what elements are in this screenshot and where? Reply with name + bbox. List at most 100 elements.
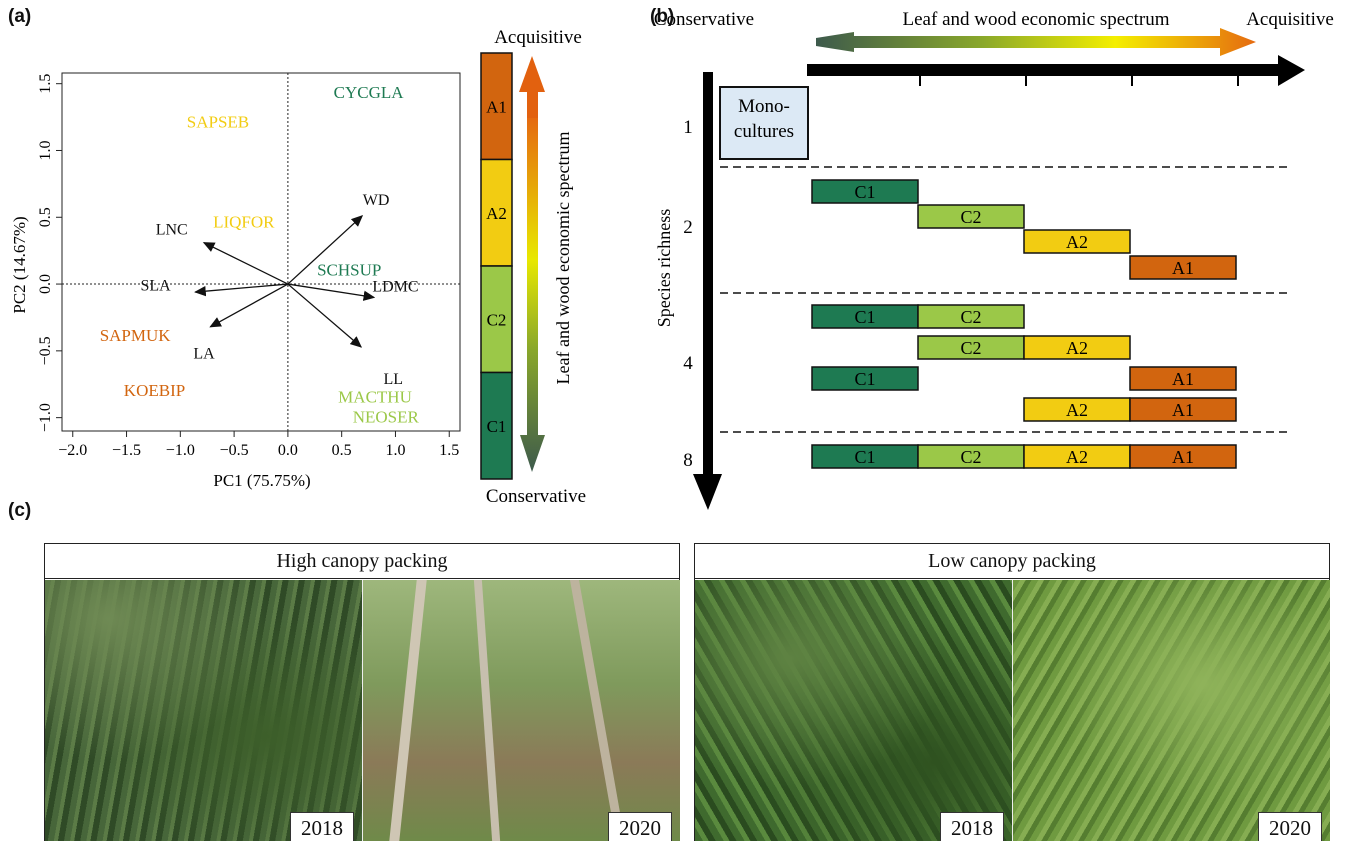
group-swatch xyxy=(480,371,513,480)
horizontal-spectrum-label: Leaf and wood economic spectrum xyxy=(903,9,1170,30)
low-canopy-title: Low canopy packing xyxy=(695,544,1329,579)
y-tick-label: 0.0 xyxy=(37,274,54,294)
mixture-bar xyxy=(1023,335,1131,360)
high-canopy-photo-2020: 2020 xyxy=(362,580,680,841)
x-axis-label: PC1 (75.75%) xyxy=(213,471,310,490)
low-canopy-photo-2018: 2018 xyxy=(695,580,1012,841)
loading-arrow xyxy=(209,283,289,328)
mixture-bar-label: C1 xyxy=(854,447,875,467)
monocultures-box xyxy=(719,86,809,160)
mixture-bar-label: A1 xyxy=(1172,369,1194,389)
year-label: 2020 xyxy=(1258,812,1322,841)
loading-label: LL xyxy=(384,371,404,388)
loading-label: WD xyxy=(363,192,390,209)
monocultures-line2: cultures xyxy=(734,121,794,142)
monocultures-line1: Mono- xyxy=(738,96,790,117)
mixture-bar-label: C2 xyxy=(960,307,981,327)
group-swatch xyxy=(480,52,513,161)
mixture-bar-label: C1 xyxy=(854,307,875,327)
x-tick-label: 0.5 xyxy=(332,442,352,459)
left-spectrum-label: Conservative xyxy=(654,9,754,30)
x-tick-label: 1.0 xyxy=(385,442,405,459)
loading-arrow xyxy=(287,283,376,301)
mixture-bar-label: A1 xyxy=(1172,447,1194,467)
y-tick-label: 1.0 xyxy=(37,140,54,160)
plot-frame xyxy=(61,72,461,432)
mixture-bar-label: C1 xyxy=(854,182,875,202)
y-tick-label: −1.0 xyxy=(37,403,54,432)
spectrum-vertical-arrowhead-top xyxy=(519,56,545,118)
x-tick-label: 0.0 xyxy=(278,442,298,459)
species-label: SAPMUK xyxy=(100,326,172,345)
mixture-bar-label: C2 xyxy=(960,207,981,227)
species-label: LIQFOR xyxy=(213,213,275,232)
loading-arrow xyxy=(287,283,363,348)
bar-top-label: Acquisitive xyxy=(494,27,582,48)
group-label: A1 xyxy=(486,97,507,116)
low-canopy-photo-2020: 2020 xyxy=(1012,580,1330,841)
richness-level: 4 xyxy=(683,353,693,374)
spectrum-vertical-arrow xyxy=(520,118,545,472)
low-canopy-photos: Low canopy packing 2018 2020 xyxy=(694,543,1330,841)
mixture-bar xyxy=(1129,255,1237,280)
mixture-bar-label: A2 xyxy=(1066,400,1088,420)
mixture-bar xyxy=(1023,229,1131,254)
loading-label: LNC xyxy=(156,221,188,238)
mixture-bar xyxy=(917,204,1025,229)
mixture-bar xyxy=(811,179,919,204)
group-swatch xyxy=(480,158,513,267)
main-vertical-axis xyxy=(693,72,722,510)
loading-label: LDMC xyxy=(372,279,418,296)
species-label: SCHSUP xyxy=(317,261,381,280)
mixture-bar xyxy=(1129,444,1237,469)
mixture-bar xyxy=(811,366,919,391)
mixture-bar xyxy=(1129,397,1237,422)
mixture-bar-label: A1 xyxy=(1172,258,1194,278)
panel-a-label: (a) xyxy=(8,6,32,27)
loading-arrow xyxy=(194,283,288,297)
pca-biplot: −2.0 −1.5 −1.0 −0.5 0.0 0.5 1.0 1.5 −1.0 −0.5 0.0 0… xyxy=(10,27,586,507)
mixture-bar-label: A2 xyxy=(1066,232,1088,252)
richness-level: 1 xyxy=(683,117,693,138)
panel-c-label: (c) xyxy=(8,500,32,521)
x-tick-label: −1.5 xyxy=(112,442,141,459)
spectrum-horizontal-arrow xyxy=(816,28,1256,56)
group-swatch xyxy=(480,265,513,374)
x-tick-label: 1.5 xyxy=(439,442,459,459)
right-spectrum-label: Acquisitive xyxy=(1246,9,1334,30)
loading-label: LA xyxy=(193,346,215,363)
species-label: CYCGLA xyxy=(334,83,405,102)
x-tick-label: −1.0 xyxy=(166,442,195,459)
high-canopy-photos: High canopy packing 2018 2020 xyxy=(44,543,680,841)
mixture-bar-label: A2 xyxy=(1066,447,1088,467)
y-tick-label: −0.5 xyxy=(37,336,54,365)
loading-arrow xyxy=(287,215,364,285)
high-canopy-photo-2018: 2018 xyxy=(45,580,362,841)
year-label: 2018 xyxy=(290,812,354,841)
loading-arrow xyxy=(202,242,289,285)
mixture-bar-label: C2 xyxy=(960,338,981,358)
high-canopy-title: High canopy packing xyxy=(45,544,679,579)
y-axis-label: PC2 (14.67%) xyxy=(10,216,29,313)
species-label: MACTHU xyxy=(338,388,412,407)
design-diagram: Conservative Acquisitive Leaf and wood e… xyxy=(654,9,1334,510)
mixture-bar-label: C1 xyxy=(854,369,875,389)
y-tick-label: 0.5 xyxy=(37,207,54,227)
bar-bottom-label: Conservative xyxy=(486,486,586,507)
species-label: NEOSER xyxy=(353,408,420,427)
mixture-bar-label: A1 xyxy=(1172,400,1194,420)
species-label: KOEBIP xyxy=(124,381,185,400)
species-richness-label: Species richness xyxy=(654,209,674,327)
richness-level: 2 xyxy=(683,217,693,238)
year-label: 2018 xyxy=(940,812,1004,841)
mixture-bar-label: C2 xyxy=(960,447,981,467)
vertical-spectrum-label: Leaf and wood economic spectrum xyxy=(553,132,573,385)
x-tick-label: −2.0 xyxy=(58,442,87,459)
year-label: 2020 xyxy=(608,812,672,841)
group-label: C2 xyxy=(487,310,507,329)
panel-b-label: (b) xyxy=(650,6,675,27)
x-tick-label: −0.5 xyxy=(220,442,249,459)
loading-label: SLA xyxy=(140,277,171,294)
group-label: A2 xyxy=(486,204,507,223)
richness-level: 8 xyxy=(683,450,693,471)
